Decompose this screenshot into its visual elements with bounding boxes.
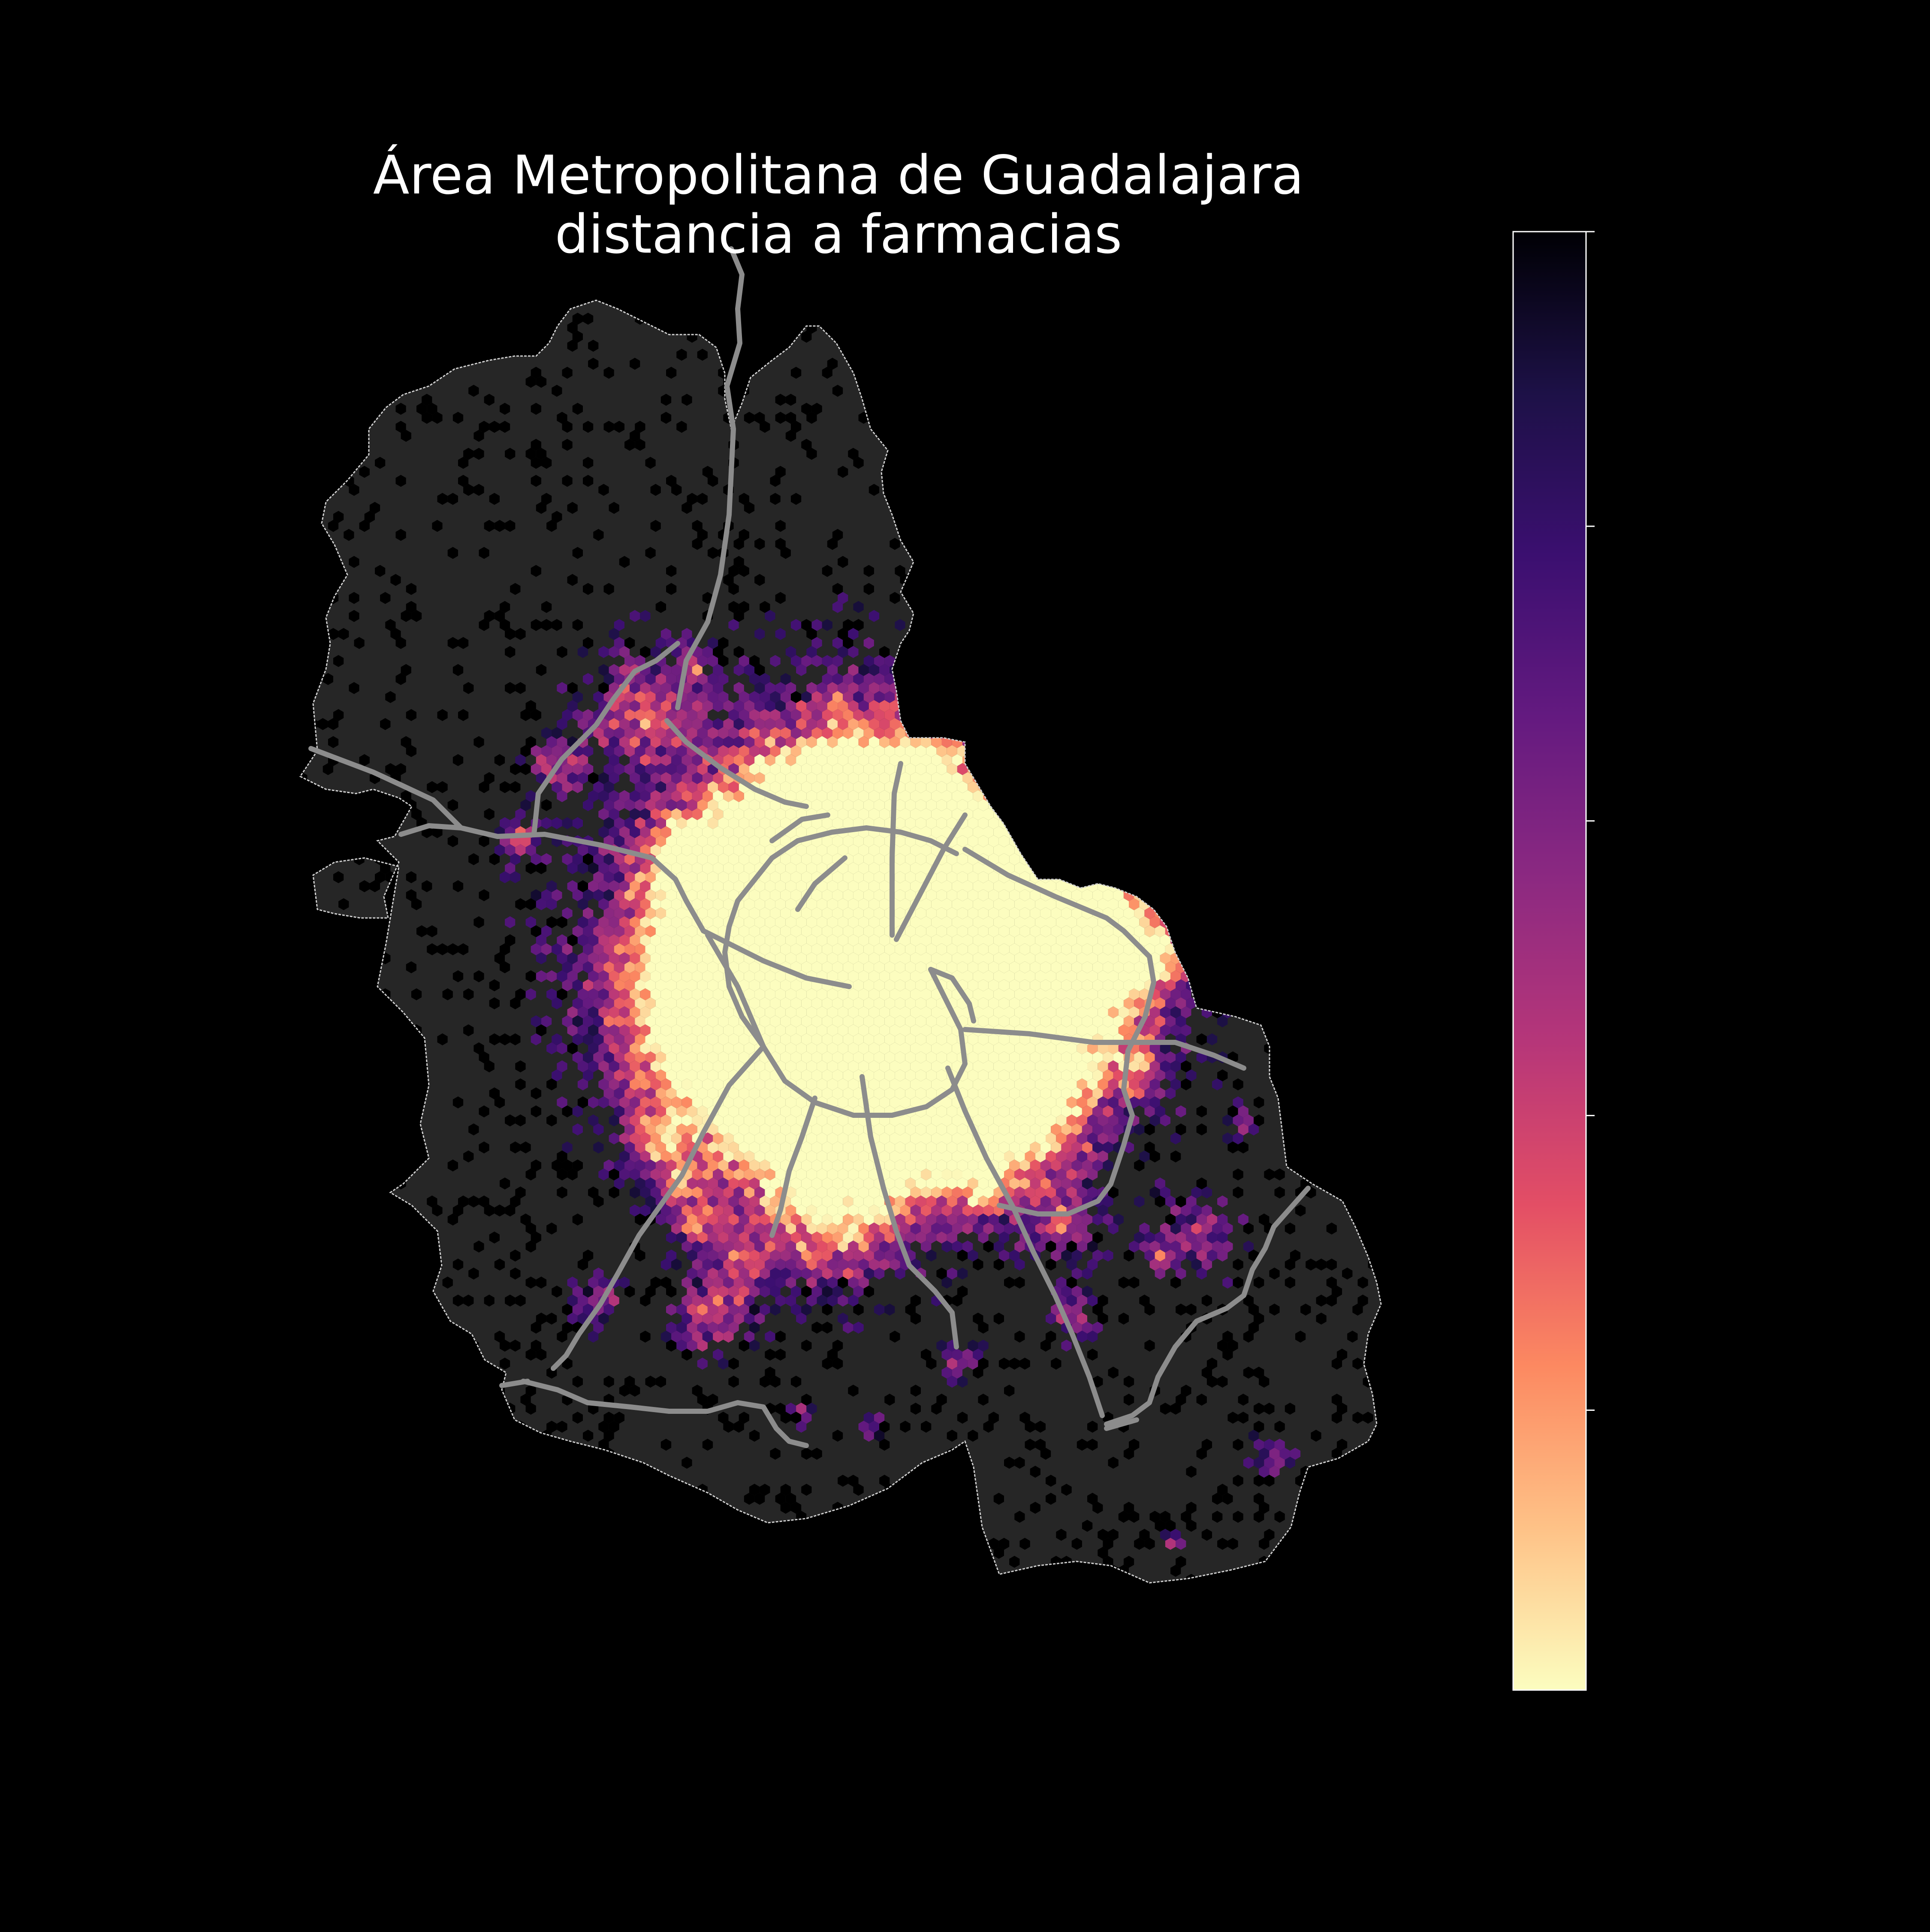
colorbar-ticks: 1000800600400200 (1587, 0, 1758, 1930)
colorbar (1513, 232, 1586, 1690)
map-title: Área Metropolitana de Guadalajara distan… (0, 146, 1677, 264)
title-line-2: distancia a farmacias (0, 205, 1677, 264)
title-line-1: Área Metropolitana de Guadalajara (0, 146, 1677, 205)
